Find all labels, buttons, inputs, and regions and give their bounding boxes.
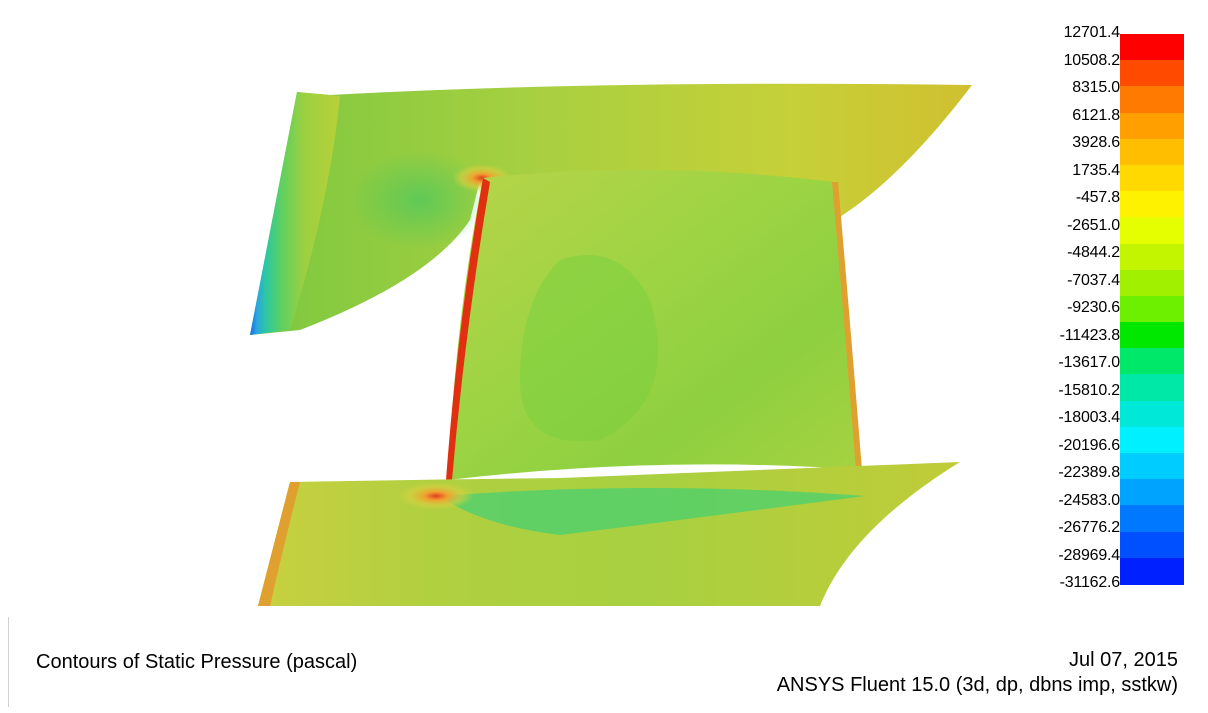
legend-tick-label: -457.8 (1075, 189, 1120, 206)
legend-swatch (1120, 531, 1184, 559)
legend-swatch (1120, 191, 1184, 219)
plot-title: Contours of Static Pressure (pascal) (36, 651, 358, 673)
legend-tick-label: 10508.2 (1063, 51, 1121, 69)
upper-green-region (350, 150, 490, 250)
legend-tick-label: 3928.6 (1072, 134, 1120, 151)
plot-date: Jul 07, 2015 (1069, 649, 1178, 671)
legend-swatch (1120, 453, 1184, 481)
legend-tick-label: -31162.6 (1059, 574, 1121, 591)
legend-swatch (1120, 138, 1184, 166)
lower-leading-edge (258, 482, 300, 606)
blade-trailing-edge (832, 182, 862, 470)
legend-tick-label: -4844.2 (1067, 244, 1120, 261)
lower-hub-surface (258, 462, 960, 606)
legend-swatch (1120, 60, 1184, 88)
legend-swatch (1120, 426, 1184, 454)
legend-tick-label: -26776.2 (1058, 519, 1120, 536)
legend-tick-label: -20196.6 (1058, 436, 1120, 454)
legend-tick-label: -15810.2 (1058, 381, 1120, 399)
lower-stagnation-point (398, 482, 474, 510)
legend-swatch (1120, 243, 1184, 271)
legend-tick-label: -28969.4 (1058, 546, 1120, 564)
legend-swatch (1120, 374, 1184, 402)
blade-green-region (520, 255, 659, 442)
legend-tick-label: -9230.6 (1067, 299, 1120, 316)
legend-swatch (1120, 505, 1184, 533)
blade-leading-edge (446, 178, 490, 480)
upper-hub-surface (250, 83, 972, 335)
legend-tick-label: 1735.4 (1072, 161, 1120, 179)
legend-swatch (1120, 164, 1184, 192)
legend-tick-label: -24583.0 (1058, 491, 1120, 509)
divider (8, 617, 9, 707)
legend-tick-label: -13617.0 (1058, 354, 1120, 371)
legend-tick-label: 6121.8 (1072, 106, 1120, 124)
legend-tick-label: -22389.8 (1058, 464, 1120, 481)
legend-swatch (1120, 557, 1184, 585)
legend-swatch (1120, 269, 1184, 297)
legend-swatch (1120, 400, 1184, 428)
lower-passage-band (440, 488, 865, 535)
legend-swatch (1120, 86, 1184, 114)
solver-info: ANSYS Fluent 15.0 (3d, dp, dbns imp, sst… (776, 674, 1178, 696)
legend-tick-label: 8315.0 (1072, 79, 1120, 96)
legend-tick-label: -7037.4 (1067, 271, 1120, 289)
legend-swatch (1120, 322, 1184, 350)
legend-swatch (1120, 112, 1184, 140)
legend-tick-label: 12701.4 (1063, 24, 1121, 41)
legend-swatch (1120, 217, 1184, 245)
legend-swatch (1120, 295, 1184, 323)
legend-swatch (1120, 34, 1184, 61)
legend-tick-label: -11423.8 (1059, 326, 1121, 344)
leading-edge-band (250, 92, 340, 335)
legend-tick-label: -2651.0 (1067, 216, 1120, 234)
legend-swatch (1120, 348, 1184, 376)
legend-tick-label: -18003.4 (1058, 409, 1120, 426)
legend-swatch (1120, 479, 1184, 507)
color-scale-bar (1120, 34, 1184, 585)
